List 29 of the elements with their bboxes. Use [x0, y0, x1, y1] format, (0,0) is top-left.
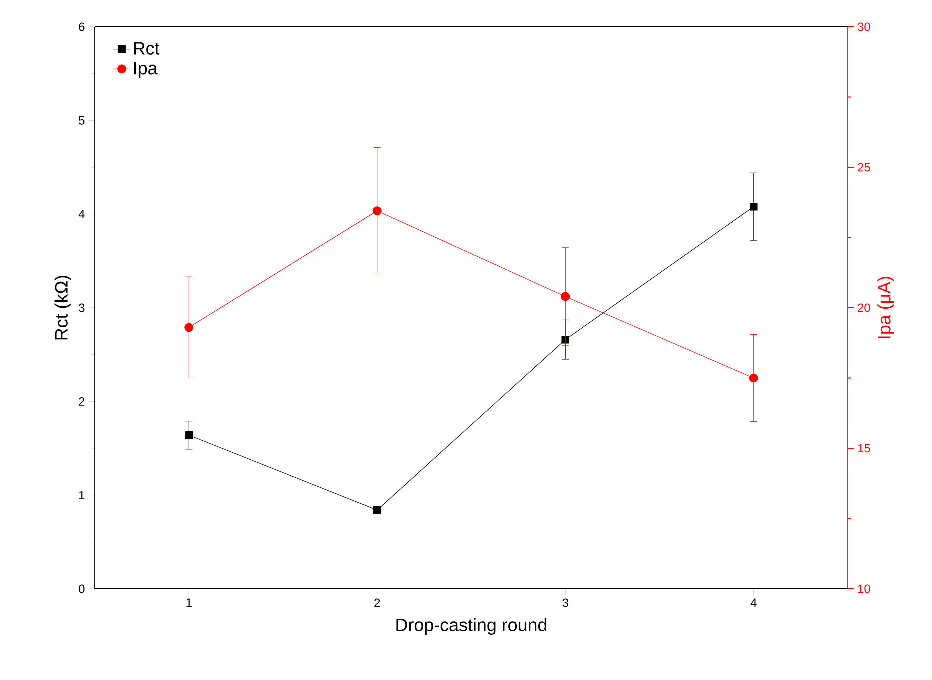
x-tick-label: 1 [186, 598, 192, 607]
y-tick-label: 5 [79, 116, 85, 125]
y2-tick-label: 10 [858, 584, 870, 594]
point [749, 374, 758, 383]
legend-label: Rct [134, 42, 160, 55]
point [185, 432, 194, 440]
point [372, 206, 382, 216]
y2-tick-label: 30 [858, 22, 870, 32]
y-axis-title: Rct (kΩ) [54, 276, 72, 340]
x-tick-label: 3 [562, 598, 568, 608]
y2-tick-label: 25 [858, 163, 870, 172]
y-tick-label: 1 [79, 491, 85, 500]
y2-tick-label: 15 [858, 444, 870, 453]
y-tick-label: 2 [79, 398, 85, 406]
x-axis-title: Drop-casting round [396, 618, 547, 636]
point [561, 292, 570, 302]
point [184, 323, 194, 332]
legend-label: Ipa [134, 62, 158, 78]
point [562, 336, 570, 344]
y2-tick-label: 20 [858, 304, 870, 312]
y-tick-label: 4 [78, 210, 85, 218]
y-tick-label: 3 [79, 304, 85, 312]
y-tick-label: 0 [79, 584, 85, 594]
point [750, 202, 758, 211]
y-tick-label: 6 [79, 22, 85, 32]
x-tick-label: 2 [374, 598, 380, 608]
x-tick-label: 4 [750, 598, 757, 607]
y2-axis-title: Ipa (μA) [878, 277, 894, 338]
point [373, 506, 382, 514]
